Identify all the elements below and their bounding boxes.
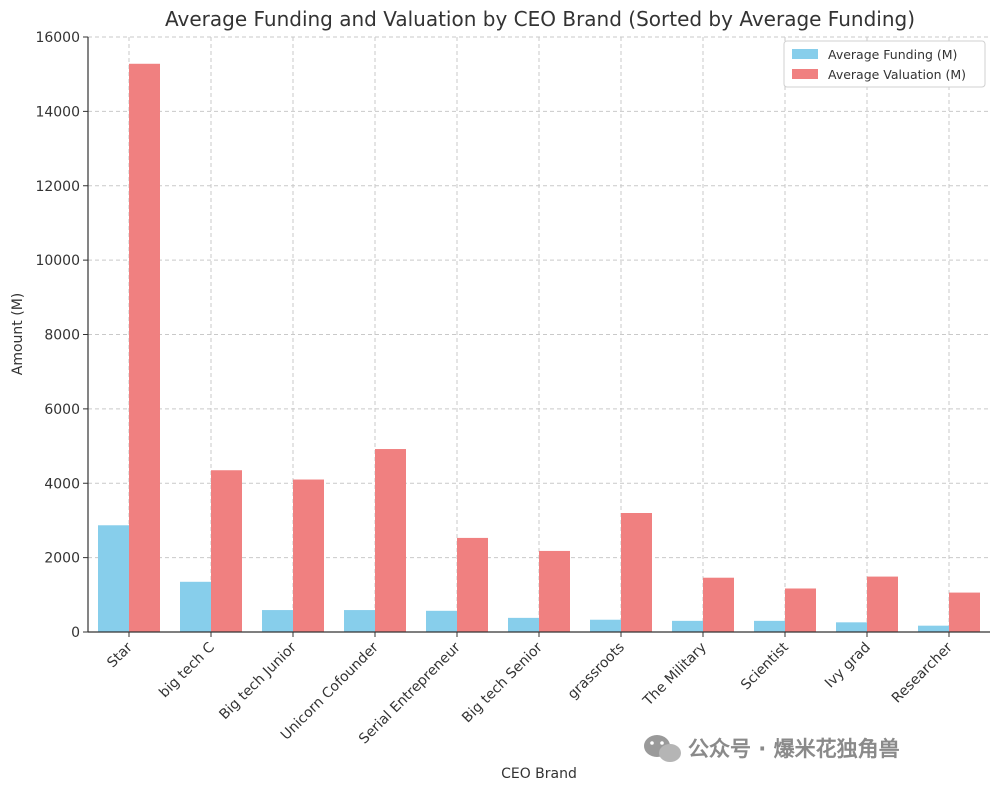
y-tick-label: 10000: [35, 253, 80, 269]
watermark: 公众号 · 爆米花独角兽: [644, 735, 900, 762]
funding-bar-8: [754, 620, 785, 632]
x-axis-label: CEO Brand: [501, 766, 577, 782]
ticks-layer: 0 2000 4000 6000 8000 10000 12000 14000 16000 Sta…: [35, 30, 956, 747]
legend-box: [783, 40, 986, 88]
funding-bar-6: [590, 619, 621, 632]
funding-bar-7: [672, 620, 703, 632]
y-tick-label: 6000: [44, 402, 80, 418]
funding-bar-10: [918, 625, 949, 632]
legend-swatch: [792, 49, 818, 59]
valuation-bar-1: [211, 470, 242, 632]
chart-title: Average Funding and Valuation by CEO Bra…: [165, 7, 915, 31]
legend-label: Average Funding (M): [828, 47, 957, 62]
watermark-text: 公众号 · 爆米花独角兽: [688, 737, 900, 761]
valuation-bar-3: [375, 449, 406, 632]
funding-bar-1: [180, 581, 211, 632]
valuation-bar-0: [129, 63, 160, 632]
valuation-bar-8: [785, 588, 816, 632]
grid-layer: [88, 36, 990, 633]
legend-swatch: [792, 69, 818, 79]
x-tick-label: Scientist: [738, 639, 792, 693]
x-tick-label: Ivy grad: [822, 640, 874, 692]
bars-layer: [98, 63, 980, 632]
funding-bar-4: [426, 610, 457, 632]
valuation-bar-6: [621, 513, 652, 632]
funding-bar-5: [508, 617, 539, 632]
x-tick-label: Researcher: [889, 639, 956, 706]
y-tick-label: 8000: [44, 328, 80, 344]
y-tick-label: 16000: [35, 30, 80, 46]
valuation-bar-9: [867, 576, 898, 632]
x-tick-label: big tech C: [156, 639, 218, 701]
valuation-bar-4: [457, 537, 488, 632]
funding-bar-2: [262, 610, 293, 632]
funding-bar-3: [344, 610, 375, 632]
x-tick-label: grassroots: [565, 640, 628, 703]
valuation-bar-5: [539, 550, 570, 632]
y-axis-label: Amount (M): [10, 293, 26, 375]
x-tick-label: Star: [104, 639, 136, 671]
legend-label: Average Valuation (M): [828, 67, 966, 82]
funding-bar-9: [836, 622, 867, 632]
x-tick-label: The Military: [640, 640, 710, 710]
x-tick-label: Big tech Senior: [459, 639, 546, 726]
legend: Average Funding (M) Average Valuation (M): [783, 40, 986, 88]
wechat-icon: [644, 735, 681, 762]
valuation-bar-7: [703, 577, 734, 632]
y-tick-label: 2000: [44, 551, 80, 567]
y-tick-label: 12000: [35, 179, 80, 195]
y-tick-label: 0: [71, 625, 80, 641]
valuation-bar-10: [949, 592, 980, 632]
y-tick-label: 4000: [44, 476, 80, 492]
x-tick-label: Big tech Junior: [216, 639, 300, 723]
valuation-bar-2: [293, 479, 324, 632]
funding-bar-0: [98, 525, 129, 632]
y-tick-label: 14000: [35, 104, 80, 120]
